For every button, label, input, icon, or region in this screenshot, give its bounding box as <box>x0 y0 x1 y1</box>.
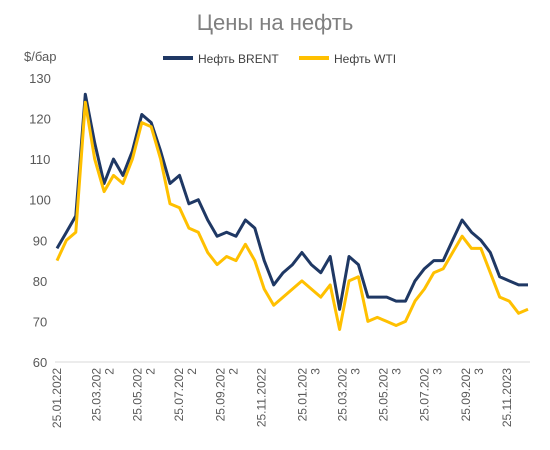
svg-text:25.07.202: 25.07.202 <box>172 368 186 422</box>
y-tick-label: 80 <box>33 274 47 289</box>
svg-text:25.07.202: 25.07.202 <box>417 368 431 422</box>
legend-label-brent: Нефть BRENT <box>198 52 279 66</box>
svg-text:25.03.202: 25.03.202 <box>335 368 349 422</box>
svg-text:3: 3 <box>389 368 403 375</box>
x-tick-label: 25.09.202 3 <box>459 368 486 422</box>
legend-label-wti: Нефть WTI <box>334 52 396 66</box>
y-tick-label: 130 <box>29 71 51 86</box>
x-tick-label: 25.05.202 3 <box>376 368 403 422</box>
svg-text:25.03.202: 25.03.202 <box>90 368 104 422</box>
x-tick-label: 25.11.2022 <box>255 368 269 427</box>
y-axis-label: $/бар <box>24 49 56 64</box>
y-tick-label: 70 <box>33 314 47 329</box>
y-tick-label: 110 <box>30 152 51 167</box>
x-tick-label: 25.03.202 2 <box>90 368 117 422</box>
x-tick-label: 25.09.202 2 <box>214 368 241 422</box>
x-tick-label: 25.07.202 2 <box>172 368 199 422</box>
svg-text:3: 3 <box>348 368 362 375</box>
svg-text:25.09.202: 25.09.202 <box>214 368 228 422</box>
legend: Нефть BRENT Нефть WTI <box>163 52 396 66</box>
svg-text:25.11.2023: 25.11.2023 <box>500 368 514 427</box>
series-lines <box>55 92 529 331</box>
y-tick-label: 90 <box>33 233 47 248</box>
svg-text:25.09.202: 25.09.202 <box>459 368 473 422</box>
svg-text:2: 2 <box>144 368 158 375</box>
x-tick-label: 25.03.202 3 <box>335 368 362 422</box>
svg-text:2: 2 <box>227 368 241 375</box>
y-axis-ticks: 60 70 80 90 100 110 120 130 <box>29 71 51 370</box>
x-tick-label: 25.01.202 3 <box>296 368 323 422</box>
svg-text:25.11.2022: 25.11.2022 <box>255 368 269 427</box>
x-tick-label: 25.11.2023 <box>500 368 514 427</box>
svg-text:3: 3 <box>472 368 486 375</box>
svg-text:3: 3 <box>430 368 444 375</box>
y-tick-label: 60 <box>33 355 47 370</box>
svg-text:2: 2 <box>185 368 199 375</box>
series-line-brent <box>55 92 528 311</box>
x-axis-ticks: 25.01.2022 25.03.202 2 25.05.202 2 25.07.202 2… <box>50 368 514 428</box>
y-tick-label: 100 <box>29 193 51 208</box>
y-tick-label: 120 <box>29 112 51 127</box>
svg-text:25.05.202: 25.05.202 <box>131 368 145 422</box>
svg-text:2: 2 <box>103 368 117 375</box>
svg-text:25.01.2022: 25.01.2022 <box>50 368 64 428</box>
svg-text:25.01.202: 25.01.202 <box>296 368 310 422</box>
svg-text:3: 3 <box>309 368 323 375</box>
x-tick-label: 25.01.2022 <box>50 368 64 428</box>
x-tick-label: 25.05.202 2 <box>131 368 158 422</box>
svg-text:25.05.202: 25.05.202 <box>376 368 390 422</box>
x-tick-label: 25.07.202 3 <box>417 368 444 422</box>
series-line-wti <box>55 100 529 331</box>
chart-title: Цены на нефть <box>197 10 354 35</box>
